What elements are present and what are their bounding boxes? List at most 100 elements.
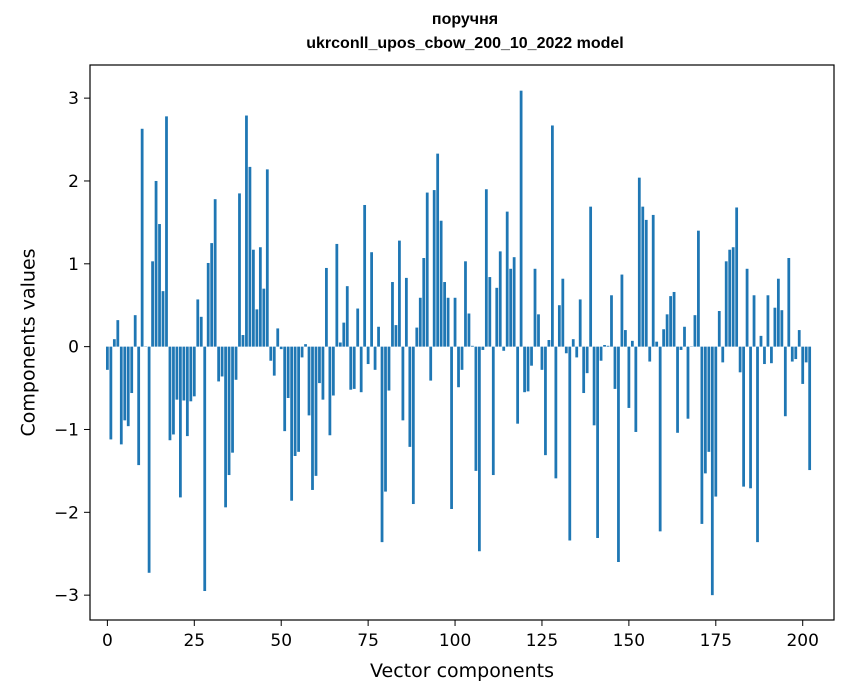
bar-85 [401,346,405,421]
bar-136 [578,299,582,347]
bar-59 [311,346,314,490]
bar-178 [724,261,728,347]
y-axis-label: Components values [18,248,40,436]
bar-61 [318,346,321,384]
bar-36 [231,346,234,453]
bar-198 [794,346,798,360]
bar-140 [592,346,596,426]
bar-174 [710,346,714,596]
y-tick-label: −2 [54,503,79,523]
bar-90 [418,297,422,347]
bar-109 [484,189,488,347]
bar-26 [196,299,200,347]
x-axis-label: Vector components [370,660,554,682]
bar-110 [488,277,492,347]
x-tick-label: 75 [357,631,379,651]
x-tick-label: 200 [786,631,818,651]
bar-106 [474,346,478,471]
x-tick-label: 50 [270,631,292,651]
y-tick-label: 1 [68,255,79,275]
bar-160 [662,329,666,347]
bar-65 [331,346,335,396]
bar-83 [394,325,398,347]
bar-32 [217,346,221,382]
x-tick-label: 175 [700,631,732,651]
bar-135 [575,346,579,358]
bar-12 [147,346,151,573]
bar-130 [557,305,561,347]
bar-29 [206,262,210,347]
x-tick-label: 100 [439,631,471,651]
bar-40 [245,115,248,347]
bar-48 [272,346,276,376]
bar-172 [703,346,707,474]
bar-152 [634,346,638,432]
bar-18 [168,346,172,441]
bar-170 [697,230,700,347]
bar-14 [154,180,158,347]
bars-group [105,90,812,596]
bar-123 [533,268,537,347]
bar-53 [290,346,294,501]
bar-8 [133,315,137,347]
bar-148 [620,274,624,347]
plot-frame [89,64,835,621]
bar-194 [780,310,784,347]
bar-116 [509,268,513,347]
bar-94 [432,190,436,347]
bar-88 [411,346,415,505]
bar-103 [464,261,467,347]
x-tick-label: 150 [613,631,645,651]
bar-37 [234,346,238,380]
bar-4 [119,346,123,445]
bar-19 [172,346,175,435]
bar-34 [224,346,227,508]
bar-157 [651,214,655,347]
x-tick-label: 25 [183,631,205,651]
bar-54 [293,346,297,456]
bar-13 [151,261,154,347]
bar-6 [126,346,130,427]
bar-41 [248,166,252,347]
bar-91 [422,258,426,347]
bar-96 [439,220,443,347]
bar-39 [241,335,245,347]
bar-129 [554,346,558,479]
bar-69 [345,286,349,347]
bar-153 [637,177,641,347]
bar-30 [210,243,214,347]
bar-1 [109,346,113,440]
bar-131 [561,278,565,347]
bar-202 [808,346,812,471]
bar-124 [537,314,540,347]
bar-196 [787,258,791,347]
bar-99 [450,346,453,509]
bar-180 [731,247,735,347]
bar-86 [404,277,408,347]
bar-105 [471,345,474,347]
bar-50 [279,346,283,350]
bar-84 [398,240,401,347]
bar-52 [286,346,290,398]
bar-179 [728,249,732,347]
bar-49 [276,328,280,347]
bar-45 [262,288,266,347]
bar-143 [603,344,606,347]
bar-126 [544,346,547,456]
bar-24 [189,346,193,402]
bar-128 [551,125,554,347]
bar-111 [491,346,495,476]
bar-17 [165,116,168,347]
y-tick-label: −1 [54,420,79,440]
bar-149 [624,330,627,347]
bar-68 [342,322,346,347]
bar-3 [116,320,120,347]
bar-25 [192,346,196,397]
chart-title-line1: поручня [431,11,499,28]
bar-164 [676,346,679,433]
bar-23 [185,346,189,437]
bar-134 [571,339,575,347]
bar-186 [752,295,756,347]
